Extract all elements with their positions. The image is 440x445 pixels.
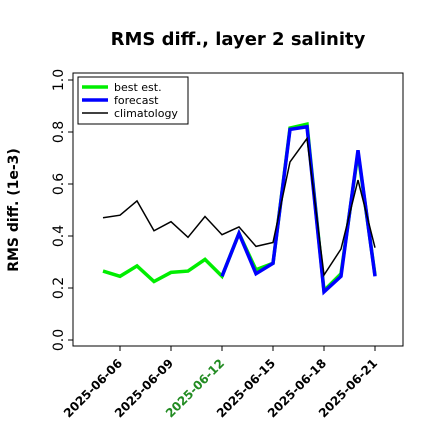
series-line-best-est xyxy=(102,122,377,295)
legend-label: best est. xyxy=(114,81,162,94)
legend-label: forecast xyxy=(114,94,159,107)
y-tick-label: 0.2 xyxy=(51,277,67,299)
y-tick-label: 0.0 xyxy=(51,329,67,351)
legend-label: climatology xyxy=(114,107,178,120)
y-tick-label: 0.8 xyxy=(51,121,67,143)
y-axis-ticks: 0.0 0.2 0.4 0.6 0.8 1.0 xyxy=(51,69,73,351)
y-axis-label: RMS diff. (1e-3) xyxy=(6,148,22,272)
x-axis-ticks: 2025-06-062025-06-092025-06-122025-06-15… xyxy=(61,346,380,420)
y-tick-label: 0.4 xyxy=(51,225,67,247)
series-lines xyxy=(102,122,377,296)
plot-area-frame xyxy=(72,72,404,347)
series-line-forecast xyxy=(220,124,377,296)
series-line-climatology xyxy=(102,136,376,278)
chart-title: RMS diff., layer 2 salinity xyxy=(111,29,366,50)
y-tick-label: 1.0 xyxy=(51,69,67,91)
y-tick-label: 0.6 xyxy=(51,173,67,195)
